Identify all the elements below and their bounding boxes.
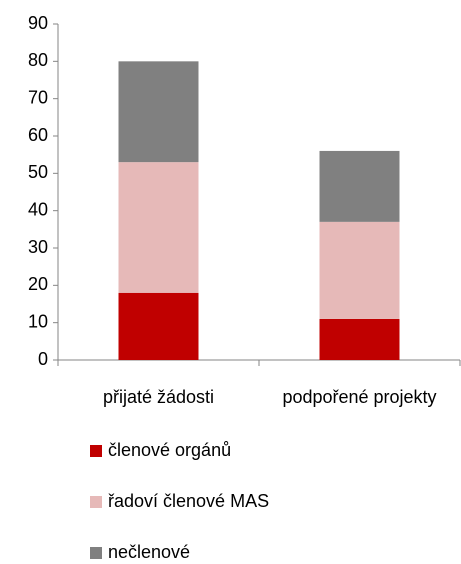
- legend-swatch: [90, 496, 102, 508]
- y-tick-label: 70: [28, 87, 48, 107]
- y-tick-label: 0: [38, 349, 48, 369]
- legend-label: řadoví členové MAS: [108, 491, 269, 511]
- legend-swatch: [90, 445, 102, 457]
- bar-segment: [319, 150, 400, 222]
- y-tick-label: 60: [28, 125, 48, 145]
- bar-segment: [118, 61, 199, 163]
- bar-segment: [319, 221, 400, 319]
- bar-segment: [319, 318, 400, 360]
- legend-label: nečlenové: [108, 542, 190, 562]
- y-tick-label: 90: [28, 13, 48, 33]
- y-tick-label: 80: [28, 50, 48, 70]
- bar-segment: [118, 162, 199, 293]
- y-tick-label: 20: [28, 274, 48, 294]
- legend-label: členové orgánů: [108, 440, 231, 460]
- bar-segment: [118, 292, 199, 360]
- x-tick-label: podpořené projekty: [282, 387, 436, 407]
- x-tick-label: přijaté žádosti: [103, 387, 214, 407]
- legend-swatch: [90, 547, 102, 559]
- y-tick-label: 40: [28, 199, 48, 219]
- y-tick-label: 10: [28, 311, 48, 331]
- y-tick-label: 50: [28, 162, 48, 182]
- y-tick-label: 30: [28, 237, 48, 257]
